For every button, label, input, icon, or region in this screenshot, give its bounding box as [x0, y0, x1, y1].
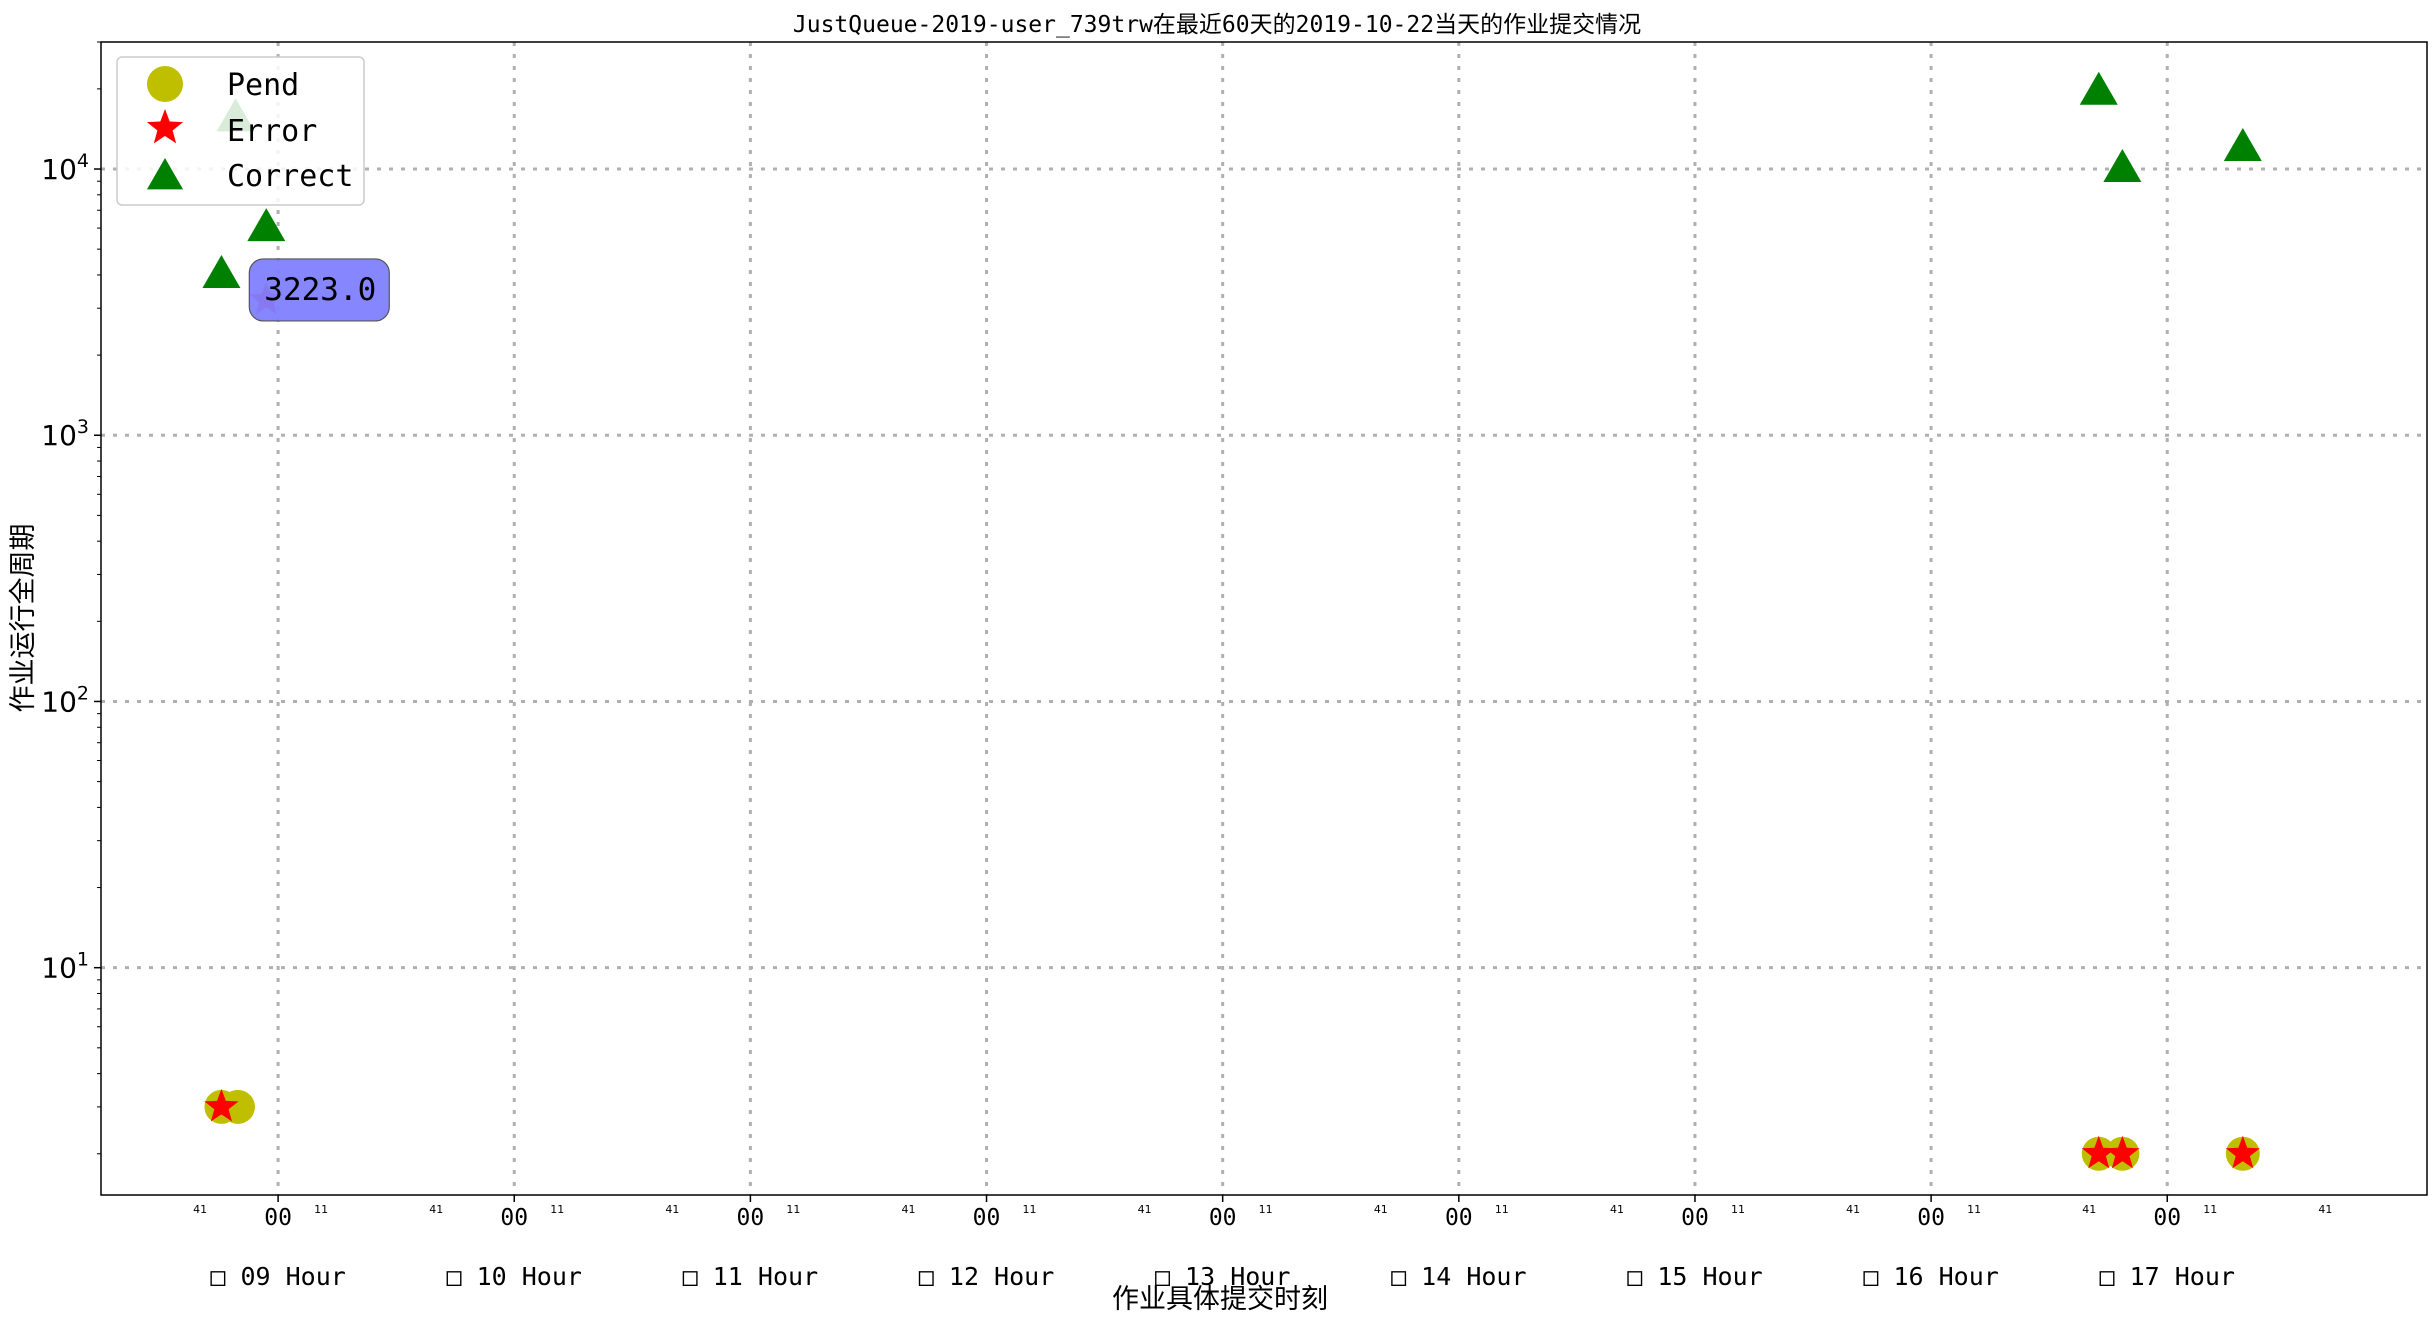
x-minor-tick-label: 11 [314, 1203, 328, 1216]
correct-point [2103, 149, 2142, 183]
x-minor-tick-label: 11 [786, 1203, 800, 1216]
legend-pend-marker [147, 66, 183, 102]
x-hour-tick-label: 00 [1209, 1205, 1237, 1231]
y-axis-label: 作业运行全周期 [8, 524, 39, 713]
x-hour-label: □ 15 Hour [1627, 1262, 1762, 1291]
error-point [204, 1088, 239, 1122]
x-minor-tick-label: 11 [2203, 1203, 2217, 1216]
x-minor-tick-label: 11 [550, 1203, 564, 1216]
x-minor-tick-label: 11 [1023, 1203, 1037, 1216]
x-minor-tick-label: 41 [1138, 1203, 1152, 1216]
annotation-label: 3223.0 [264, 272, 376, 308]
legend-pend-label: Pend [227, 68, 299, 103]
legend: Pend Error Correct [116, 56, 365, 206]
x-hour-label: □ 14 Hour [1391, 1262, 1526, 1291]
correct-point [202, 254, 241, 288]
x-hour-label: □ 10 Hour [447, 1262, 582, 1291]
y-tick-label: 104 [41, 150, 89, 186]
x-axis-ticks: 00 41 11 □ 09 Hour 00 41 11 □ 10 Hour 00 41 11 □ 11… [193, 1195, 2332, 1291]
error-point [2105, 1135, 2140, 1169]
error-point [2081, 1135, 2116, 1169]
x-hour-label: □ 12 Hour [919, 1262, 1054, 1291]
x-hour-label: □ 11 Hour [683, 1262, 818, 1291]
legend-error-label: Error [227, 114, 317, 149]
x-minor-tick-label: 41 [1846, 1203, 1860, 1216]
value-annotation: 3223.0 [248, 258, 390, 322]
grid-lines [101, 42, 2427, 1195]
legend-correct-marker [146, 158, 184, 190]
x-hour-tick-label: 00 [500, 1205, 528, 1231]
x-hour-label: □ 16 Hour [1863, 1262, 1998, 1291]
x-hour-tick-label: 00 [264, 1205, 292, 1231]
x-minor-tick-label: 41 [1374, 1203, 1388, 1216]
annotation-box [248, 258, 390, 322]
y-tick-label: 103 [41, 416, 89, 452]
x-minor-tick-label: 11 [1967, 1203, 1981, 1216]
x-hour-tick-label: 00 [737, 1205, 765, 1231]
correct-point [2079, 71, 2118, 105]
x-minor-tick-label: 41 [193, 1203, 207, 1216]
correct-point [2223, 127, 2262, 161]
y-tick-label: 101 [41, 949, 89, 985]
x-hour-tick-label: 00 [1681, 1205, 1709, 1231]
chart-title: JustQueue-2019-user_739trw在最近60天的2019-10… [793, 12, 1641, 38]
x-minor-tick-label: 41 [429, 1203, 443, 1216]
plot-frame [100, 41, 2428, 1196]
x-minor-tick-label: 41 [665, 1203, 679, 1216]
x-hour-tick-label: 00 [973, 1205, 1001, 1231]
error-point [2225, 1135, 2260, 1169]
x-hour-label: □ 09 Hour [210, 1262, 345, 1291]
x-minor-tick-label: 41 [1610, 1203, 1624, 1216]
legend-correct-label: Correct [227, 159, 353, 194]
legend-error-marker [146, 109, 184, 144]
x-hour-label: □ 13 Hour [1155, 1262, 1290, 1291]
x-hour-tick-label: 00 [1445, 1205, 1473, 1231]
x-hour-tick-label: 00 [2153, 1205, 2181, 1231]
x-minor-tick-label: 11 [1259, 1203, 1273, 1216]
x-minor-tick-label: 41 [902, 1203, 916, 1216]
x-minor-tick-label: 41 [2318, 1203, 2332, 1216]
x-minor-tick-label: 41 [2082, 1203, 2096, 1216]
data-points [202, 71, 2262, 1171]
y-axis-ticks: 101 102 103 104 [41, 41, 101, 1155]
x-axis-label: 作业具体提交时刻 [1112, 1284, 1328, 1315]
y-tick-label: 102 [41, 682, 89, 718]
x-minor-tick-label: 11 [1731, 1203, 1745, 1216]
x-minor-tick-label: 11 [1495, 1203, 1509, 1216]
x-hour-label: □ 17 Hour [2100, 1262, 2235, 1291]
x-hour-tick-label: 00 [1917, 1205, 1945, 1231]
correct-point [247, 208, 286, 242]
